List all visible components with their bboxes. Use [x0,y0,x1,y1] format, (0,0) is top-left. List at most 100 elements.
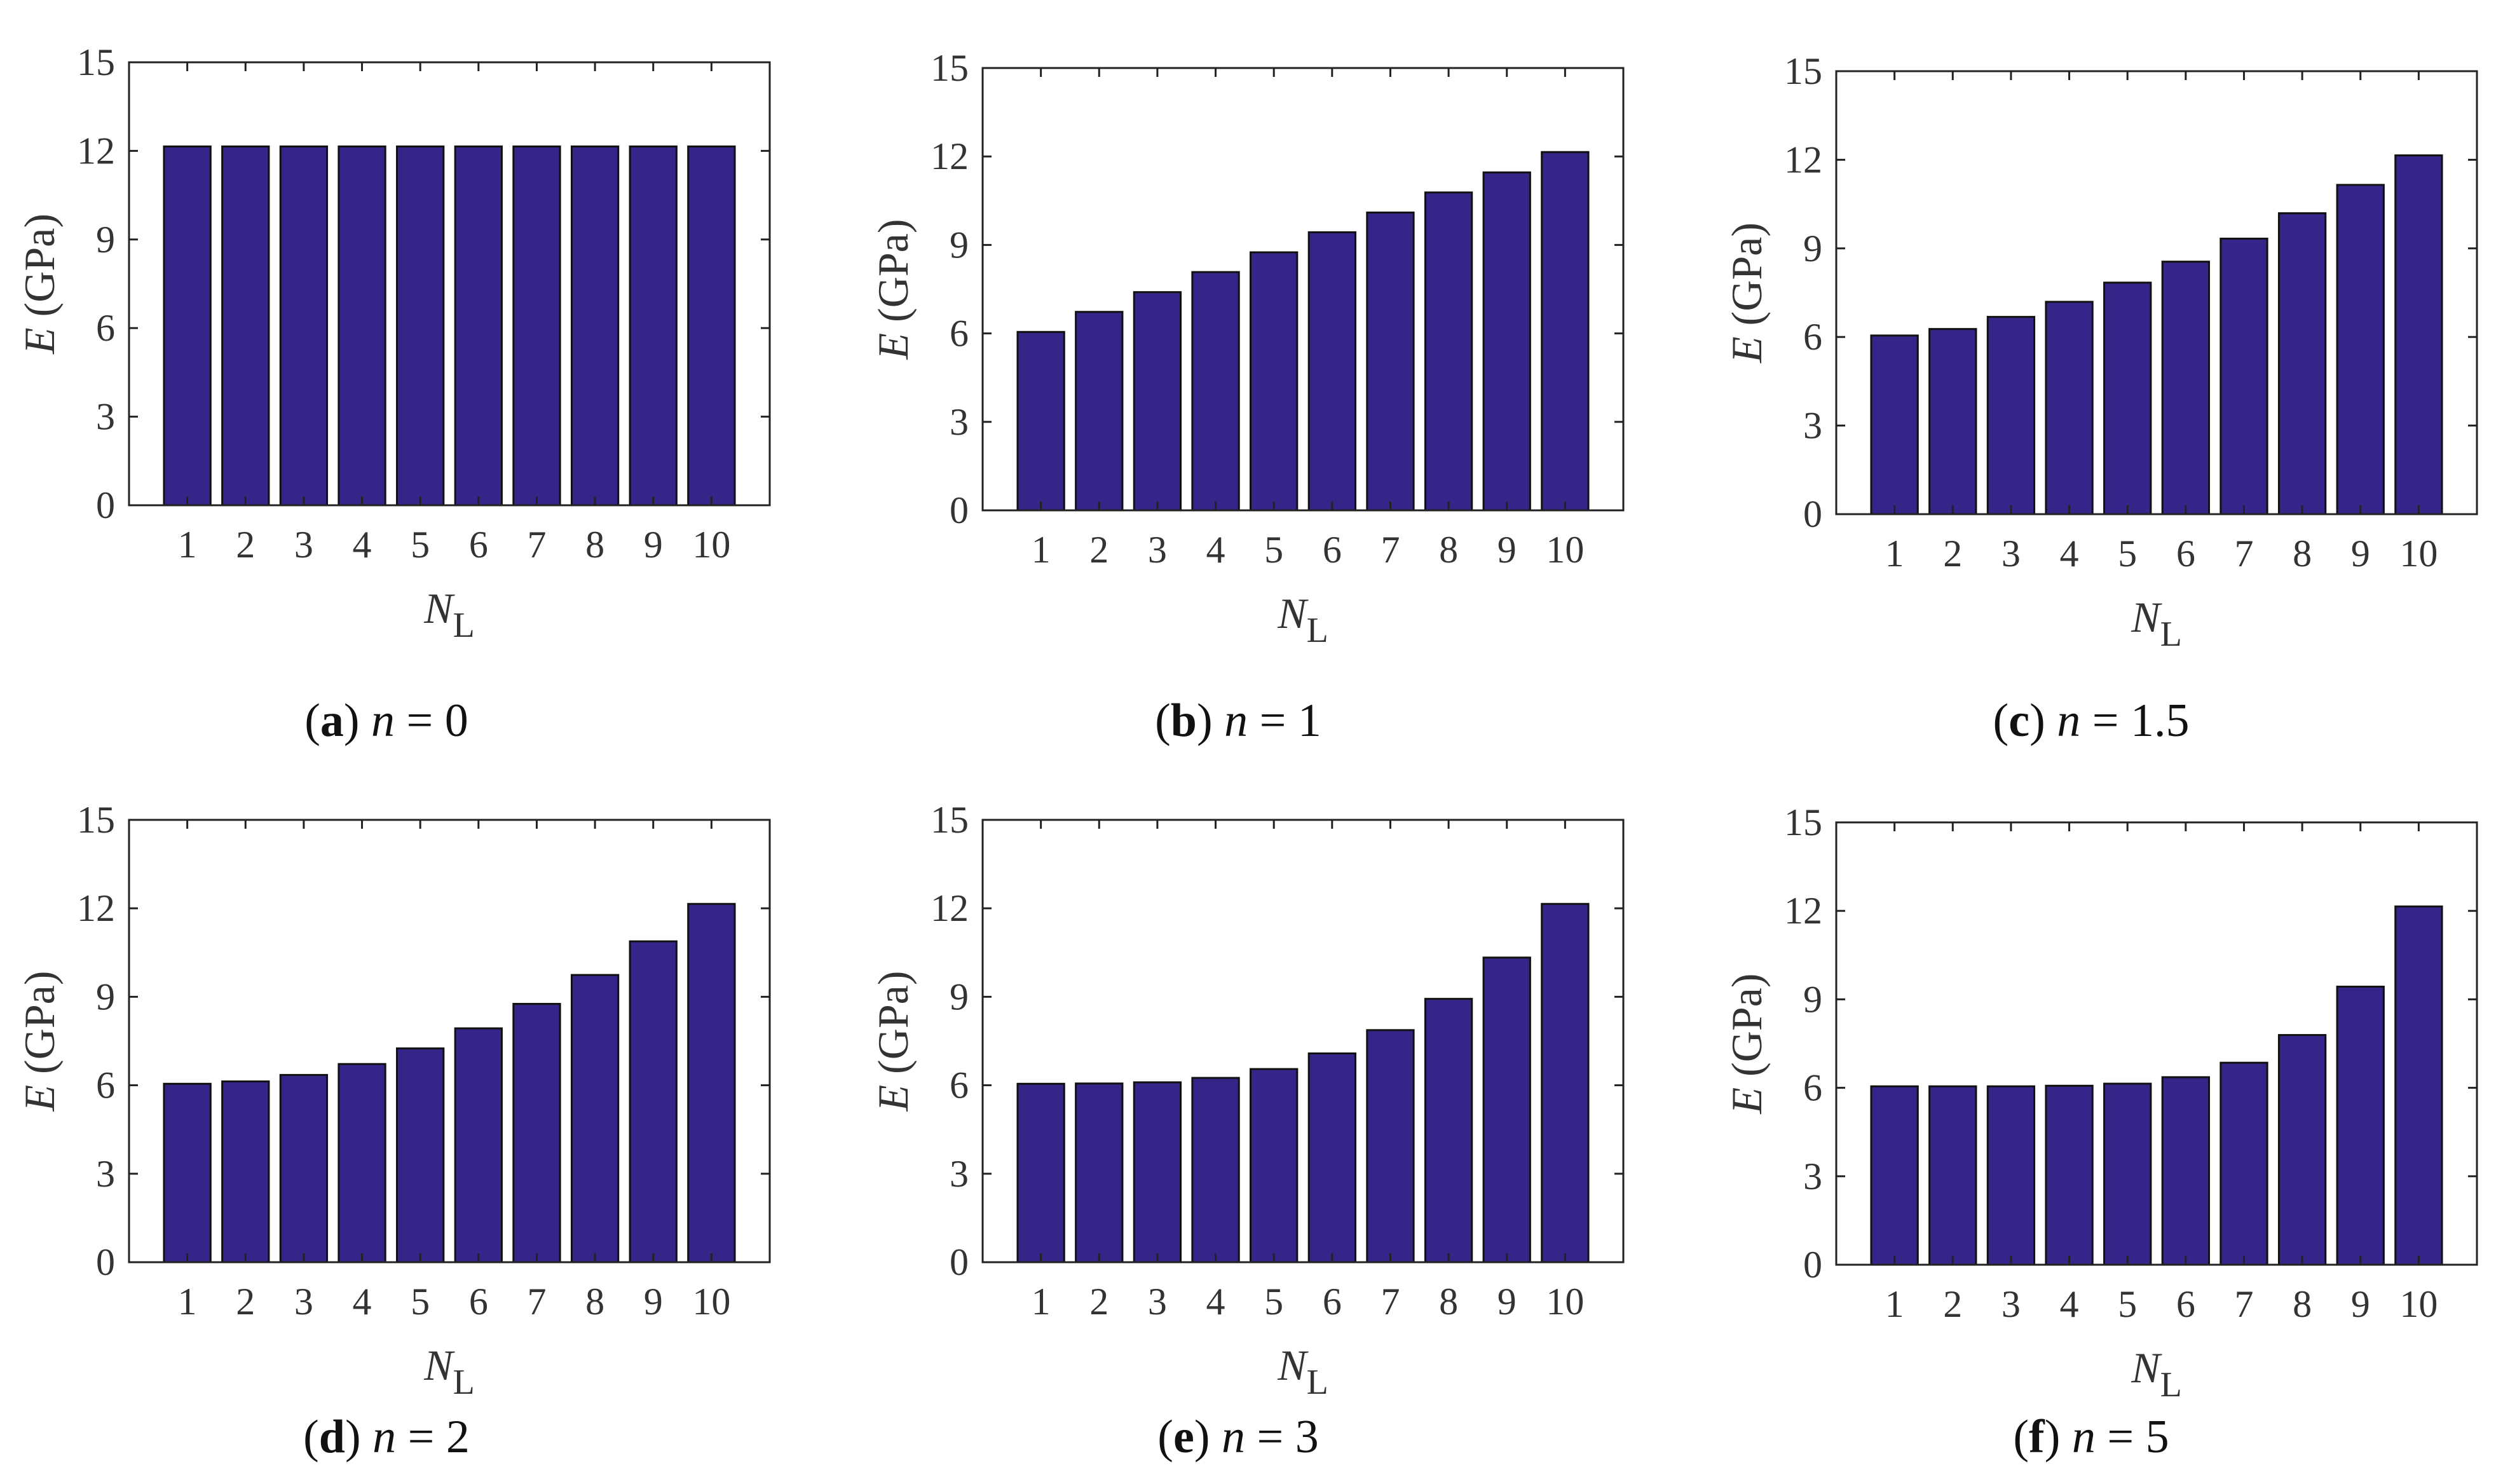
x-tick-label: 7 [527,1281,546,1323]
x-tick-label: 6 [469,1281,488,1323]
x-axis-label: NL [2131,1344,2182,1405]
bar-a-2 [221,145,270,507]
bar-a-8 [570,145,620,507]
bar-c-4 [2045,301,2094,515]
x-tick-label: 2 [1943,1283,1962,1325]
x-tick-label: 8 [1439,529,1458,571]
x-tick-label: 3 [1148,1281,1167,1323]
bar-c-9 [2336,184,2385,515]
x-tick-label: 4 [2060,1283,2079,1325]
y-tick-label: 9 [96,219,115,261]
x-tick-label: 5 [1264,1281,1283,1323]
bar-e-1 [1016,1082,1065,1263]
bar-a-1 [163,145,212,507]
x-tick-label: 4 [1206,1281,1225,1323]
x-tick-label: 5 [1264,529,1283,571]
y-tick-label: 12 [1784,139,1822,180]
x-tick-label: 7 [1381,1281,1400,1323]
bar-b-4 [1191,271,1240,512]
bar-b-6 [1307,231,1356,512]
bar-f-4 [2045,1084,2094,1266]
bar-d-9 [629,940,678,1263]
x-tick-label: 1 [1032,529,1051,571]
x-tick-label: 6 [2176,533,2195,575]
y-tick-label: 0 [950,1241,969,1283]
bar-b-2 [1075,311,1124,512]
bar-d-2 [221,1080,270,1263]
y-axis-label: E (GPa) [15,971,64,1112]
y-tick-label: 6 [1803,316,1822,358]
bar-e-2 [1075,1082,1124,1263]
x-tick-label: 7 [527,524,546,566]
bar-d-4 [338,1063,386,1263]
y-axis-label: E (GPa) [869,219,917,360]
bar-c-2 [1928,328,1977,515]
plot-frame [128,819,771,1263]
bar-e-7 [1366,1029,1415,1263]
x-tick-label: 1 [1032,1281,1051,1323]
bar-b-3 [1133,291,1182,512]
x-tick-label: 10 [692,1281,730,1323]
y-tick-label: 12 [931,887,969,929]
bar-d-3 [279,1073,329,1263]
bar-b-10 [1541,151,1590,512]
bar-a-9 [629,145,678,507]
bar-b-5 [1250,251,1299,512]
x-tick-label: 7 [1381,529,1400,571]
y-tick-label: 6 [96,307,115,349]
x-tick-label: 9 [2351,533,2370,575]
x-tick-label: 5 [411,1281,430,1323]
y-tick-label: 9 [1803,978,1822,1020]
x-tick-label: 4 [353,1281,372,1323]
panel-caption-f: (f) n = 5 [2013,1411,2169,1463]
bar-f-8 [2277,1034,2327,1266]
y-tick-label: 9 [950,224,969,266]
x-tick-label: 8 [1439,1281,1458,1323]
bar-e-10 [1541,902,1590,1263]
bar-d-10 [687,902,736,1263]
x-tick-label: 8 [2293,533,2312,575]
y-tick-label: 9 [1803,228,1822,269]
x-tick-label: 2 [1943,533,1962,575]
x-tick-label: 10 [2399,533,2438,575]
x-tick-label: 1 [178,1281,197,1323]
y-tick-label: 15 [1784,50,1822,92]
x-tick-label: 9 [1497,529,1517,571]
bar-b-1 [1016,330,1065,512]
bar-d-5 [396,1047,445,1263]
y-tick-label: 6 [1803,1067,1822,1109]
x-tick-label: 8 [585,1281,604,1323]
bar-d-7 [512,1003,561,1263]
bar-e-4 [1191,1077,1240,1263]
x-tick-label: 3 [2002,1283,2021,1325]
x-axis-label: NL [2131,593,2182,654]
x-axis-label: NL [1277,589,1328,650]
y-tick-label: 6 [950,313,969,355]
bar-e-9 [1482,956,1531,1263]
x-tick-label: 4 [353,524,372,566]
bar-f-6 [2161,1076,2210,1266]
x-tick-label: 10 [2399,1283,2438,1325]
panel-caption-d: (d) n = 2 [303,1411,470,1463]
x-tick-label: 2 [1089,529,1108,571]
x-tick-label: 5 [2118,533,2137,575]
x-tick-label: 2 [236,1281,255,1323]
y-tick-label: 3 [950,1153,969,1195]
y-tick-label: 6 [96,1065,115,1106]
y-tick-label: 3 [96,396,115,438]
x-tick-label: 4 [2060,533,2079,575]
y-tick-label: 0 [96,484,115,526]
bar-b-7 [1366,211,1415,512]
bar-f-2 [1928,1085,1977,1266]
y-tick-label: 12 [931,135,969,177]
x-tick-label: 6 [2176,1283,2195,1325]
bar-f-1 [1870,1085,1919,1266]
bar-c-8 [2277,212,2327,515]
panel-caption-c: (c) n = 1.5 [1993,695,2190,747]
